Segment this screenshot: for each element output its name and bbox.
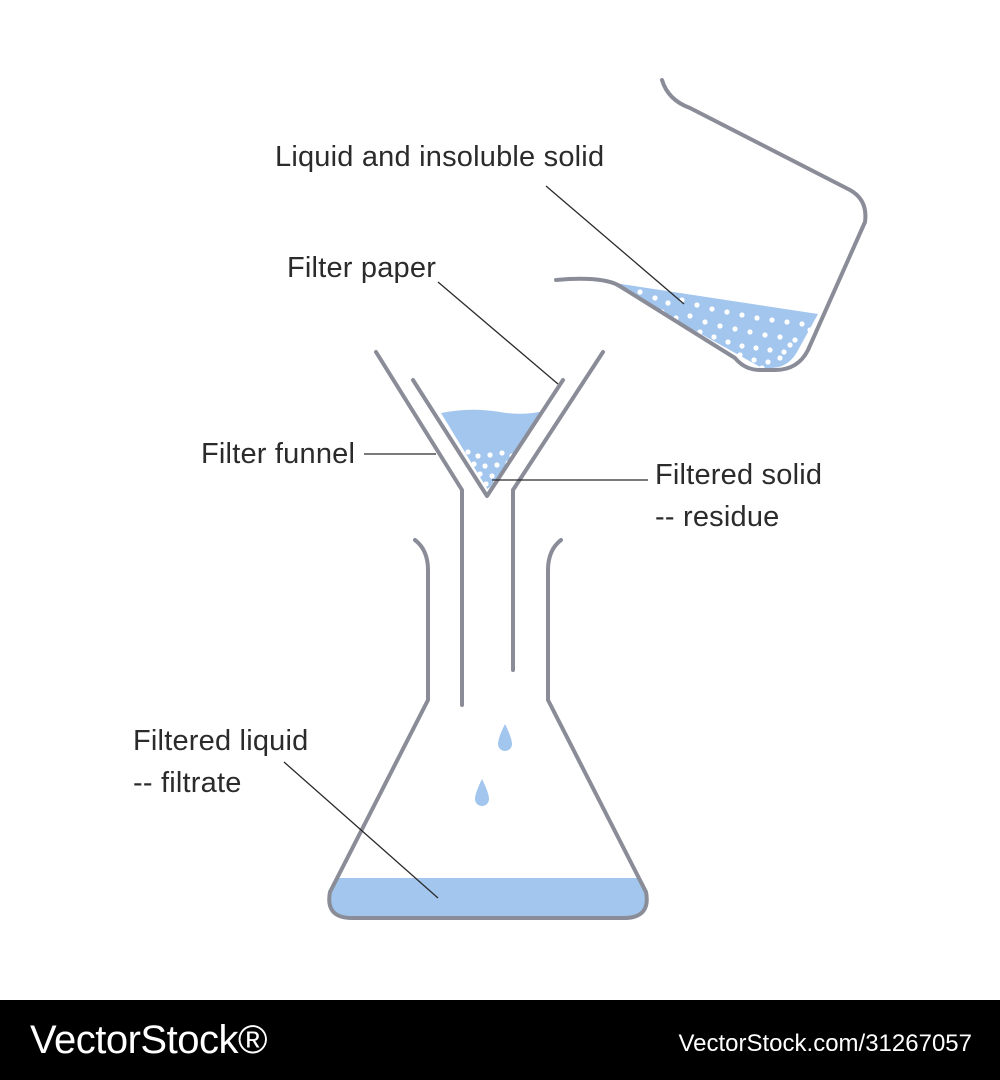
filtration-diagram: Liquid and insoluble solid Filter paper … bbox=[133, 78, 868, 920]
solid-particle bbox=[781, 349, 787, 355]
funnel-outer-wall bbox=[374, 350, 605, 707]
solid-particle bbox=[767, 347, 773, 353]
leader-filtered-liquid bbox=[283, 761, 439, 899]
flask-outline bbox=[327, 538, 649, 920]
solid-particle bbox=[711, 334, 717, 340]
solid-particle bbox=[753, 345, 759, 351]
solid-particle bbox=[754, 315, 760, 321]
solid-particle bbox=[799, 321, 805, 327]
beaker bbox=[554, 78, 868, 372]
solid-particle bbox=[724, 309, 730, 315]
solid-particle bbox=[784, 319, 790, 325]
solid-particle bbox=[737, 352, 743, 358]
footer-image-id: VectorStock.com/31267057 bbox=[678, 1030, 972, 1057]
solid-particle bbox=[702, 319, 708, 325]
solid-particle bbox=[725, 339, 731, 345]
solid-particle bbox=[747, 329, 753, 335]
solid-particle bbox=[489, 473, 495, 479]
solid-particle bbox=[499, 450, 505, 456]
solid-particle bbox=[471, 461, 477, 467]
diagram-canvas bbox=[283, 78, 868, 920]
footer-brand: VectorStock® bbox=[30, 1018, 267, 1062]
solid-particle bbox=[709, 306, 715, 312]
label-filtered-liquid: Filtered liquid bbox=[133, 725, 309, 757]
droplet bbox=[475, 779, 489, 806]
solid-particle bbox=[694, 302, 700, 308]
solid-particle bbox=[487, 452, 493, 458]
leader-filter-paper bbox=[437, 281, 559, 385]
solid-particle bbox=[687, 313, 693, 319]
leader-liquid-and-solid bbox=[545, 185, 685, 305]
beaker-outline bbox=[554, 78, 868, 372]
solid-particle bbox=[475, 453, 481, 459]
solid-particle bbox=[765, 359, 771, 365]
flask-liquid bbox=[329, 878, 647, 918]
label-filtered-solid: Filtered solid bbox=[655, 459, 823, 491]
solid-particle bbox=[717, 323, 723, 329]
solid-particle bbox=[777, 355, 783, 361]
solid-particle bbox=[477, 471, 483, 477]
droplet bbox=[498, 724, 512, 751]
solid-particle bbox=[807, 327, 813, 333]
solid-particle bbox=[739, 343, 745, 349]
solid-particle bbox=[732, 326, 738, 332]
beaker-liquid bbox=[608, 282, 818, 368]
filtrate-droplets bbox=[475, 724, 512, 806]
solid-particle bbox=[494, 462, 500, 468]
leader-lines bbox=[283, 185, 685, 899]
solid-particle bbox=[483, 481, 489, 487]
solid-particle bbox=[769, 317, 775, 323]
funnel-liquid bbox=[441, 409, 544, 490]
filter-funnel bbox=[374, 350, 605, 707]
label-filter-funnel: Filter funnel bbox=[201, 438, 356, 470]
solid-particle bbox=[465, 449, 471, 455]
solid-particle bbox=[652, 295, 658, 301]
solid-particle bbox=[637, 289, 643, 295]
solid-particle bbox=[751, 357, 757, 363]
solid-particle bbox=[787, 342, 793, 348]
solid-particle bbox=[777, 334, 783, 340]
solid-particle bbox=[482, 463, 488, 469]
solid-particle bbox=[739, 312, 745, 318]
label-filtrate: -- filtrate bbox=[133, 767, 242, 799]
solid-particle bbox=[792, 337, 798, 343]
solid-particle bbox=[762, 332, 768, 338]
filter-paper-cone bbox=[411, 378, 565, 498]
label-liquid-and-insoluble-solid: Liquid and insoluble solid bbox=[275, 141, 605, 173]
watermark-footer: VectorStock® VectorStock.com/31267057 bbox=[0, 1000, 1000, 1080]
conical-flask bbox=[327, 538, 649, 920]
label-filter-paper: Filter paper bbox=[287, 252, 437, 284]
label-residue: -- residue bbox=[655, 501, 780, 533]
solid-particle bbox=[665, 300, 671, 306]
